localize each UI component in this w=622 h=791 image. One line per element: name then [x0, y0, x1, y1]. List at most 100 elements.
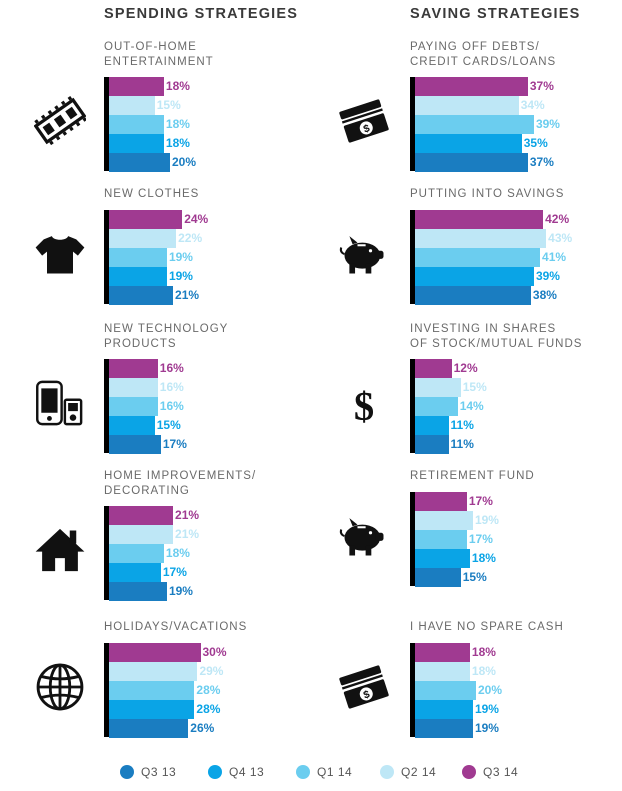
category-axis — [104, 210, 109, 304]
data-label: 17% — [162, 437, 187, 451]
bar — [109, 229, 177, 248]
saving-category: RETIREMENT FUND 17% 19% 17% 18% 15% — [410, 469, 620, 604]
bar — [415, 229, 547, 248]
data-label: 35% — [523, 136, 548, 150]
category-axis — [410, 77, 415, 171]
money-stack-icon: $ — [338, 95, 390, 147]
category-label-line: RETIREMENT FUND — [410, 470, 535, 482]
legend-swatch — [462, 765, 476, 779]
data-label: 39% — [535, 117, 560, 131]
legend-label: Q3 14 — [483, 765, 519, 779]
data-label: 41% — [542, 250, 567, 264]
category-axis — [104, 643, 109, 737]
bar — [109, 210, 183, 229]
bar — [415, 134, 522, 153]
data-label: 11% — [450, 437, 474, 451]
bar — [109, 248, 167, 267]
bar — [415, 700, 473, 719]
spending-category: HOME IMPROVEMENTS/DECORATING 21% 21% 18% 17%… — [104, 469, 314, 604]
bar — [415, 435, 449, 454]
bar — [415, 96, 519, 115]
bar — [415, 286, 531, 305]
bar — [415, 210, 544, 229]
bar — [109, 582, 167, 601]
data-label: 37% — [529, 155, 554, 169]
bar — [109, 77, 164, 96]
bar — [415, 643, 470, 662]
data-label: 18% — [471, 664, 496, 678]
bar — [109, 563, 161, 582]
svg-text:$: $ — [354, 383, 374, 428]
category-label: HOLIDAYS/VACATIONS — [104, 620, 304, 635]
bar — [109, 286, 174, 305]
data-label: 16% — [159, 399, 184, 413]
data-label: 17% — [468, 532, 493, 546]
piggy-bank-icon — [338, 228, 390, 280]
data-label: 15% — [462, 570, 487, 584]
legend: Q3 13 Q4 13 Q1 14 Q2 14 Q3 14 — [0, 762, 622, 784]
data-label: 11% — [450, 418, 474, 432]
data-label: 34% — [520, 98, 545, 112]
data-label: 24% — [184, 212, 209, 226]
bar — [415, 359, 452, 378]
bar — [415, 416, 449, 435]
data-label: 16% — [159, 380, 184, 394]
category-label-line: PAYING OFF DEBTS/ — [410, 41, 540, 53]
category-label: PUTTING INTO SAVINGS — [410, 187, 610, 202]
category-label: HOME IMPROVEMENTS/DECORATING — [104, 469, 304, 499]
svg-text:$: $ — [362, 122, 371, 135]
data-label: 15% — [156, 418, 181, 432]
category-axis — [104, 359, 109, 453]
category-label-line: DECORATING — [104, 485, 190, 497]
spending-category: HOLIDAYS/VACATIONS 30% 29% 28% 28% 26% — [104, 620, 314, 755]
spending-category: OUT-OF-HOME ENTERTAINMENT 18% 15% 18% 18% 20% — [104, 40, 314, 175]
data-label: 18% — [165, 117, 190, 131]
data-label: 28% — [196, 702, 221, 716]
house-icon — [34, 524, 86, 576]
bar — [109, 397, 158, 416]
legend-item: Q2 14 — [380, 762, 436, 782]
category-axis — [104, 506, 109, 600]
category-axis — [410, 210, 415, 304]
bar — [109, 544, 164, 563]
bar — [415, 530, 467, 549]
film-strip-icon — [33, 95, 88, 147]
bar — [109, 134, 164, 153]
saving-category: I HAVE NO SPARE CASH 18% 18% 20% 19% 19% — [410, 620, 620, 755]
legend-swatch — [296, 765, 310, 779]
spending-title: SPENDING STRATEGIES — [104, 6, 299, 22]
bar — [109, 719, 189, 738]
legend-swatch — [208, 765, 222, 779]
data-label: 18% — [165, 136, 190, 150]
category-label-line: OF STOCK/MUTUAL FUNDS — [410, 338, 583, 350]
saving-category: PUTTING INTO SAVINGS 42% 43% 41% 39% 38% — [410, 187, 620, 322]
bar — [415, 153, 528, 172]
svg-text:$: $ — [362, 688, 371, 701]
bar — [415, 492, 467, 511]
data-label: 18% — [165, 79, 190, 93]
data-label: 19% — [474, 513, 499, 527]
bar — [109, 378, 158, 397]
saving-title: SAVING STRATEGIES — [410, 6, 581, 22]
data-label: 17% — [468, 494, 493, 508]
data-label: 19% — [168, 269, 193, 283]
tshirt-icon — [34, 228, 86, 280]
data-label: 38% — [532, 288, 557, 302]
data-label: 15% — [156, 98, 181, 112]
data-label: 43% — [548, 231, 573, 245]
data-label: 18% — [165, 546, 190, 560]
category-label-line: I HAVE NO SPARE CASH — [410, 621, 564, 633]
category-label: RETIREMENT FUND — [410, 469, 610, 484]
data-label: 19% — [474, 702, 499, 716]
data-label: 19% — [168, 250, 193, 264]
category-label-line: INVESTING IN SHARES — [410, 323, 557, 335]
category-axis — [410, 492, 415, 586]
bar — [415, 378, 461, 397]
category-label-line: OUT-OF-HOME — [104, 41, 197, 53]
data-label: 18% — [471, 645, 496, 659]
data-label: 21% — [175, 527, 200, 541]
bar — [415, 662, 470, 681]
category-label-line: HOME IMPROVEMENTS/ — [104, 470, 257, 482]
bar — [109, 700, 195, 719]
legend-item: Q3 14 — [462, 762, 518, 782]
